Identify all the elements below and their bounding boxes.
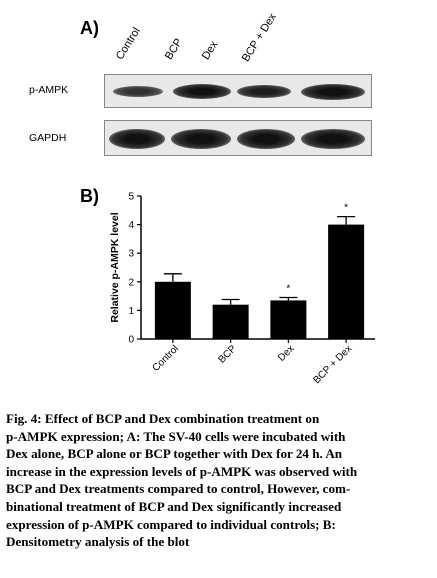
blot-name-pampk: p-AMPK bbox=[29, 84, 69, 96]
x-tick-label: Dex bbox=[276, 343, 296, 363]
gapdh-band-bcp-dex bbox=[301, 129, 365, 149]
pampk-band-bcp bbox=[173, 84, 231, 99]
x-tick-label: BCP bbox=[216, 343, 239, 366]
bar-bcp-dex bbox=[328, 224, 365, 339]
significance-marker: * bbox=[344, 203, 348, 214]
y-tick-label: 2 bbox=[128, 277, 134, 288]
bar-bcp bbox=[212, 304, 249, 339]
pampk-band-bcp-dex bbox=[301, 84, 365, 100]
significance-marker: * bbox=[286, 284, 290, 295]
caption-line: BCP and Dex treatments compared to contr… bbox=[6, 481, 351, 497]
bar-control bbox=[154, 281, 191, 339]
x-tick-label: Control bbox=[150, 343, 181, 374]
gapdh-blot-image bbox=[104, 120, 372, 156]
bar-dex bbox=[270, 300, 307, 339]
caption-line: increase in the expression levels of p-A… bbox=[6, 463, 358, 479]
gapdh-band-dex bbox=[237, 129, 295, 149]
pampk-blot-image bbox=[104, 74, 372, 108]
pampk-band-dex bbox=[237, 85, 291, 98]
pampk-band-control bbox=[113, 86, 163, 97]
caption-line: binational treatment of BCP and Dex sign… bbox=[6, 498, 342, 514]
caption-line: Densitometry analysis of the blot bbox=[6, 534, 190, 550]
panel-a-label: A) bbox=[80, 18, 99, 38]
blot-name-gapdh: GAPDH bbox=[29, 132, 67, 144]
gapdh-band-control bbox=[109, 129, 165, 149]
gapdh-band-bcp bbox=[171, 129, 231, 149]
caption-line: expression of p-AMPK compared to individ… bbox=[6, 516, 336, 532]
panel-b-label: B) bbox=[80, 186, 99, 206]
caption-line: p-AMPK expression; A: The SV-40 cells we… bbox=[6, 428, 346, 444]
bar-chart: 0 1 2 3 4 5 Relative p-AMPK level Control BCP Dex… bbox=[109, 192, 375, 386]
y-axis-label: Relative p-AMPK level bbox=[109, 212, 121, 322]
caption-line: Fig. 4: Effect of BCP and Dex combinatio… bbox=[6, 411, 320, 426]
x-tick-label: BCP + Dex bbox=[311, 343, 354, 386]
y-tick-label: 3 bbox=[128, 249, 134, 260]
figure-caption: Fig. 4: Effect of BCP and Dex combinatio… bbox=[6, 410, 432, 551]
y-tick-label: 4 bbox=[128, 220, 134, 231]
y-tick-label: 0 bbox=[128, 335, 134, 346]
y-tick-label: 1 bbox=[128, 306, 134, 317]
y-tick-label: 5 bbox=[128, 192, 134, 203]
caption-line: Dex alone, BCP alone or BCP together wit… bbox=[6, 446, 343, 462]
